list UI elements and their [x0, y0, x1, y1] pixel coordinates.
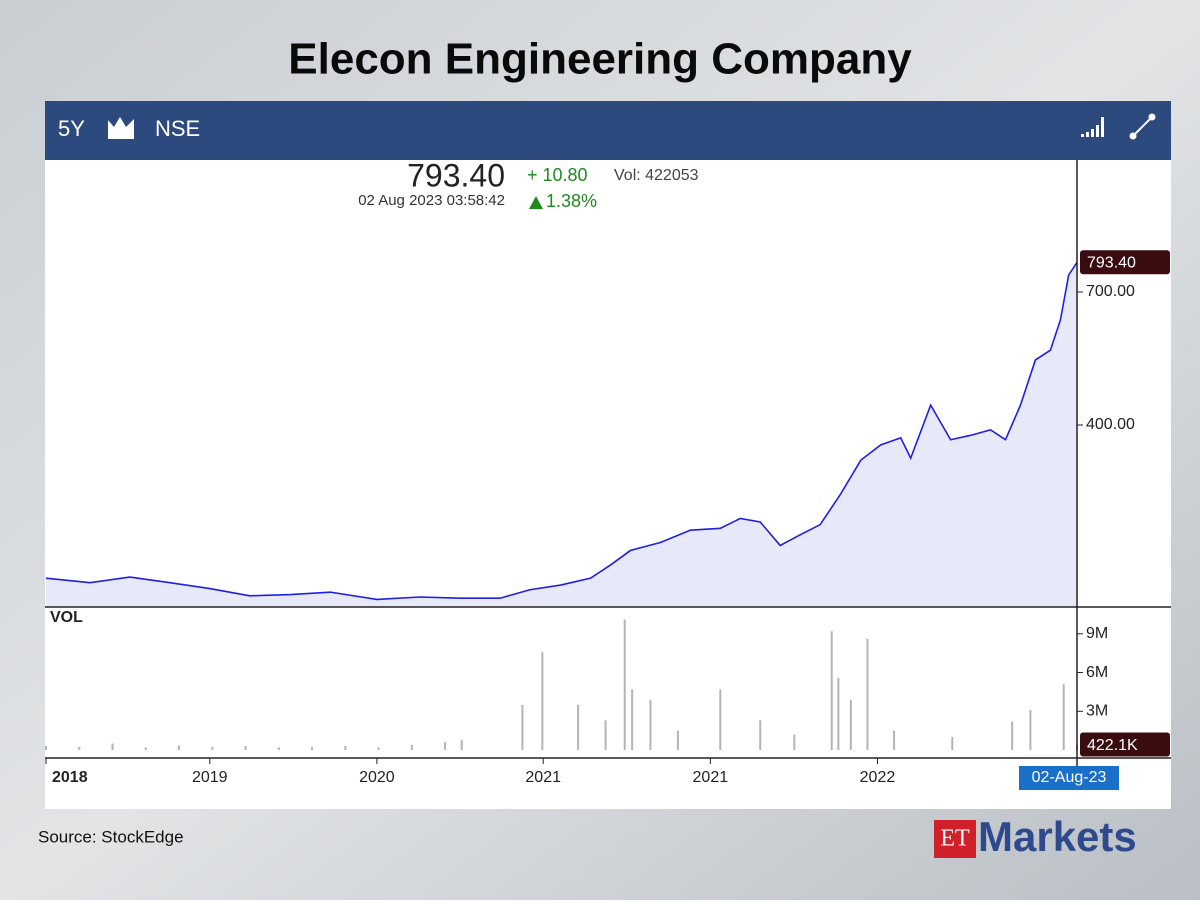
volume-bar [719, 689, 722, 750]
volume-bar [951, 737, 954, 750]
volume-bar [344, 746, 347, 750]
y-tick-label: 3M [1086, 702, 1108, 719]
volume-bar [78, 746, 81, 750]
toolbar [45, 101, 1171, 160]
volume-bar [1011, 721, 1014, 750]
change-percent: 1.38% [546, 191, 597, 211]
volume-bar [893, 730, 896, 750]
source-note: Source: StockEdge [38, 827, 184, 846]
volume-bar [793, 734, 796, 750]
panel-label: VOL [50, 609, 83, 626]
volume-bar [649, 699, 652, 750]
volume-bar [866, 638, 869, 750]
volume-bar [837, 677, 840, 750]
volume-bar [444, 742, 447, 750]
volume-bar [1029, 709, 1032, 750]
x-tick-label: 2021 [525, 769, 561, 786]
chart-type-icon[interactable] [108, 117, 134, 139]
y-tick-label: 400.00 [1086, 416, 1135, 433]
volume-bar [311, 746, 314, 750]
volume-bar [377, 747, 380, 750]
volume-bar [410, 744, 413, 750]
x-tick-label: 2020 [359, 769, 395, 786]
up-arrow [529, 196, 543, 209]
period-button[interactable]: 5Y [58, 116, 85, 141]
logo-box [934, 820, 976, 858]
volume-bar [604, 720, 607, 750]
volume-bar [211, 746, 214, 750]
volume-bar [45, 746, 47, 750]
y-tick-label: 700.00 [1086, 283, 1135, 300]
volume-text: Vol: 422053 [614, 167, 699, 184]
volume-bar [244, 746, 247, 750]
x-tick-label: 2022 [860, 769, 896, 786]
plot: 793.40 400.00 700.00 422.1K 3M 6M 9M 2018 2019 20… [45, 160, 1171, 790]
volume-bar [830, 631, 833, 750]
draw-icon[interactable] [1129, 113, 1156, 140]
value-badge-label: 793.40 [1087, 254, 1136, 271]
volume-bar [577, 704, 580, 750]
page-title: Elecon Engineering Company [288, 35, 912, 84]
volume-bar [144, 747, 147, 750]
area-fill [46, 262, 1077, 607]
value-badge [1080, 250, 1170, 275]
volume-bar [277, 747, 280, 750]
y-tick-label: 6M [1086, 664, 1108, 681]
volume-bar [631, 689, 634, 750]
volume-bar [541, 651, 544, 750]
price-change: + 10.80 [527, 165, 588, 185]
volume-bar [521, 704, 524, 750]
volume-bar [178, 745, 181, 750]
x-tick-badge [1019, 766, 1119, 790]
x-tick-label: 2019 [192, 769, 228, 786]
volume-bar [623, 619, 626, 750]
value-badge-label: 422.1K [1087, 737, 1138, 754]
timestamp: 02 Aug 2023 03:58:42 [358, 192, 505, 209]
exchange-button[interactable]: NSE [155, 116, 200, 141]
volume-bar [460, 739, 463, 750]
volume-bar [676, 730, 679, 750]
volume-bar [111, 743, 114, 750]
volume-bar [849, 699, 852, 750]
last-price: 793.40 [407, 157, 505, 193]
logo-et: ET [940, 826, 970, 852]
x-tick-label: 2021 [693, 769, 729, 786]
price-line [45, 261, 1078, 601]
logo-markets: Markets [978, 813, 1137, 860]
x-tick-label: 02-Aug-23 [1032, 769, 1107, 786]
value-badge [1080, 732, 1170, 757]
indicator-icon[interactable] [1081, 117, 1104, 137]
x-tick-label: 2018 [52, 769, 88, 786]
volume-bar [759, 720, 762, 750]
volume-bar [1062, 684, 1065, 750]
y-tick-label: 9M [1086, 625, 1108, 642]
